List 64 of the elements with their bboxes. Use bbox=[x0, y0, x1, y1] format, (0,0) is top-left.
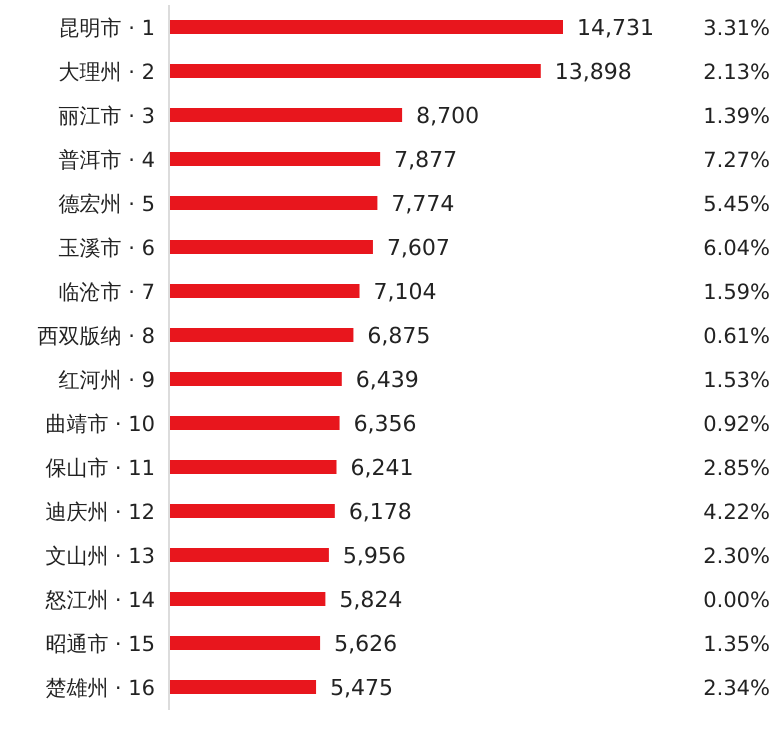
bar bbox=[170, 108, 402, 122]
data-label: 6,439 bbox=[356, 368, 419, 393]
data-label: 14,731 bbox=[577, 16, 654, 41]
data-label: 7,877 bbox=[394, 148, 458, 173]
bar bbox=[170, 20, 563, 34]
text: 0.92% bbox=[703, 412, 770, 436]
bar bbox=[170, 196, 378, 210]
text: 1.39% bbox=[703, 104, 770, 128]
bar bbox=[170, 504, 335, 518]
y-tick-label: 昭通市 · 15 bbox=[45, 632, 155, 656]
bar bbox=[170, 416, 340, 430]
y-tick-label: 红河州 · 9 bbox=[58, 368, 155, 392]
text: 7.27% bbox=[703, 148, 770, 172]
text: 2.85% bbox=[703, 456, 770, 480]
data-label: 5,626 bbox=[334, 632, 398, 657]
bar bbox=[170, 460, 336, 474]
text: 3.31% bbox=[703, 16, 770, 40]
text: 6.04% bbox=[703, 236, 770, 260]
bar bbox=[170, 636, 320, 650]
bar bbox=[170, 328, 354, 342]
text: 2.13% bbox=[703, 60, 770, 84]
y-tick-label: 丽江市 · 3 bbox=[58, 104, 155, 128]
data-label: 7,104 bbox=[374, 280, 437, 305]
text: 0.00% bbox=[703, 588, 770, 612]
bar bbox=[170, 240, 373, 254]
y-tick-label: 曲靖市 · 10 bbox=[45, 412, 155, 436]
text: 0.61% bbox=[703, 324, 770, 348]
text: 4.22% bbox=[703, 500, 770, 524]
text: 2.30% bbox=[703, 544, 770, 568]
text: 1.35% bbox=[703, 632, 770, 656]
data-label: 5,824 bbox=[339, 588, 402, 613]
data-label: 5,956 bbox=[342, 544, 406, 569]
y-tick-label: 昆明市 · 1 bbox=[58, 16, 155, 40]
y-tick-label: 怒江州 · 14 bbox=[44, 588, 155, 612]
y-tick-label: 楚雄州 · 16 bbox=[45, 676, 155, 700]
text: 2.34% bbox=[703, 676, 770, 700]
data-label: 6,178 bbox=[348, 500, 412, 525]
text: 5.45% bbox=[703, 192, 770, 216]
data-label: 6,356 bbox=[354, 412, 417, 437]
y-tick-label: 保山市 · 11 bbox=[45, 456, 155, 480]
data-label: 7,774 bbox=[391, 192, 454, 217]
data-label: 7,607 bbox=[386, 236, 450, 261]
bar bbox=[170, 548, 329, 562]
y-tick-label: 德宏州 · 5 bbox=[58, 192, 155, 216]
bar bbox=[170, 64, 541, 78]
data-label: 13,898 bbox=[554, 60, 632, 85]
bar bbox=[170, 372, 342, 386]
y-tick-label: 迪庆州 · 12 bbox=[45, 500, 155, 524]
bar bbox=[170, 152, 380, 166]
y-tick-label: 西双版纳 · 8 bbox=[38, 324, 155, 348]
text: 1.53% bbox=[703, 368, 770, 392]
data-label: 5,475 bbox=[330, 676, 394, 701]
bar bbox=[170, 592, 326, 606]
y-tick-label: 普洱市 · 4 bbox=[58, 148, 155, 172]
y-tick-label: 文山州 · 13 bbox=[45, 544, 155, 568]
data-label: 8,700 bbox=[416, 104, 480, 129]
y-tick-label: 临沧市 · 7 bbox=[58, 280, 155, 304]
data-label: 6,875 bbox=[367, 324, 430, 349]
text: 1.59% bbox=[703, 280, 770, 304]
bar bbox=[170, 284, 360, 298]
y-tick-label: 大理州 · 2 bbox=[58, 60, 155, 84]
bar bbox=[170, 680, 316, 694]
y-tick-label: 玉溪市 · 6 bbox=[58, 236, 155, 260]
data-label: 6,241 bbox=[350, 456, 414, 481]
